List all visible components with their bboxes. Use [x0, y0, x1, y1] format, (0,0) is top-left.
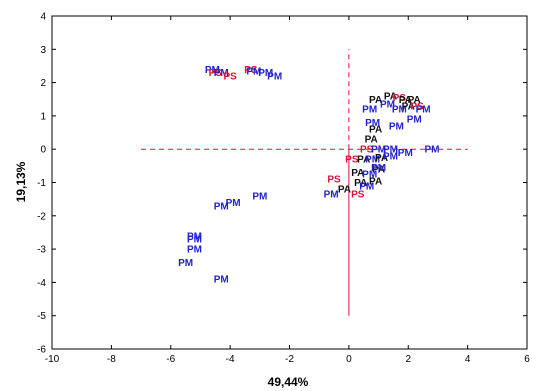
data-point-pm: PM [383, 145, 398, 156]
data-point-pa: PA [354, 178, 367, 189]
data-point-pm: PM [380, 100, 395, 111]
x-tick-label: -6 [166, 354, 175, 365]
data-point-pm: PM [226, 198, 241, 209]
data-point-ps: PS [351, 190, 365, 201]
data-point-pm: PM [205, 65, 220, 76]
data-point-pm: PM [371, 163, 386, 174]
y-tick-label: -6 [37, 345, 46, 356]
data-point-pm: PM [365, 118, 380, 129]
data-point-pa: PA [338, 185, 351, 196]
data-point-pm: PM [258, 68, 273, 79]
plot-frame [51, 15, 528, 350]
y-tick-label: 4 [40, 12, 46, 23]
data-point-ps: PS [209, 68, 223, 79]
data-point-pa: PA [369, 176, 382, 187]
data-point-pm: PM [187, 235, 202, 246]
y-tick-label: -5 [37, 311, 46, 322]
data-point-ps: PS [360, 145, 374, 156]
y-tick-label: 0 [40, 145, 46, 156]
data-point-ps: PS [223, 71, 237, 82]
y-tick-label: 3 [40, 45, 46, 56]
data-point-pm: PM [214, 68, 229, 79]
data-point-pm: PM [252, 191, 267, 202]
data-point-pa: PA [375, 153, 388, 164]
data-point-pm: PM [398, 148, 413, 159]
y-axis-title: 19,13% [14, 161, 28, 202]
data-point-pm: PM [371, 145, 386, 156]
data-point-pm: PM [246, 66, 261, 77]
data-point-pm: PM [178, 258, 193, 269]
data-point-pm: PM [407, 115, 422, 126]
data-point-ps: PS [345, 155, 359, 166]
data-point-pa: PA [357, 155, 370, 166]
data-point-pm: PM [383, 151, 398, 162]
y-tick-label: -3 [37, 245, 46, 256]
y-tick-label: -2 [37, 211, 46, 222]
data-point-pm: PM [214, 275, 229, 286]
x-tick-label: -10 [45, 354, 60, 365]
data-point-pm: PM [187, 231, 202, 242]
data-point-pm: PM [362, 170, 377, 181]
x-tick-label: 4 [465, 354, 471, 365]
data-point-pm: PM [187, 245, 202, 256]
data-point-pa: PA [372, 165, 385, 176]
reference-lines [141, 49, 468, 316]
y-tick-label: 1 [40, 111, 46, 122]
data-point-ps: PS [393, 93, 407, 104]
data-point-pa: PA [402, 101, 415, 112]
data-point-pm: PM [362, 105, 377, 116]
data-point-pa: PA [369, 125, 382, 136]
x-tick-label: -8 [107, 354, 116, 365]
x-tick-label: 6 [524, 354, 530, 365]
x-tick-label: 2 [405, 354, 411, 365]
data-point-pm: PM [392, 105, 407, 116]
data-point-pa: PA [384, 91, 397, 102]
data-point-pm: PM [425, 145, 440, 156]
data-point-ps: PS [410, 101, 424, 112]
data-point-pa: PA [365, 135, 378, 146]
y-tick-label: -1 [37, 178, 46, 189]
data-point-ps: PS [244, 65, 258, 76]
data-point-pm: PM [267, 71, 282, 82]
data-point-pm: PM [214, 201, 229, 212]
x-tick-label: -4 [226, 354, 235, 365]
data-point-ps: PS [327, 175, 341, 186]
x-axis-title: 49,44% [268, 375, 309, 389]
y-tick-label: 2 [40, 78, 46, 89]
data-point-pm: PM [359, 181, 374, 192]
data-point-pa: PA [351, 168, 364, 179]
data-point-pm: PM [324, 190, 339, 201]
data-point-pa: PA [399, 95, 412, 106]
x-tick-label: 0 [346, 354, 352, 365]
y-tick-label: -4 [37, 278, 46, 289]
data-point-pm: PM [365, 155, 380, 166]
data-point-pm: PM [416, 105, 431, 116]
data-point-pm: PM [389, 121, 404, 132]
data-point-pa: PA [369, 95, 382, 106]
x-tick-label: -2 [285, 354, 294, 365]
data-point-pa: PA [408, 95, 421, 106]
